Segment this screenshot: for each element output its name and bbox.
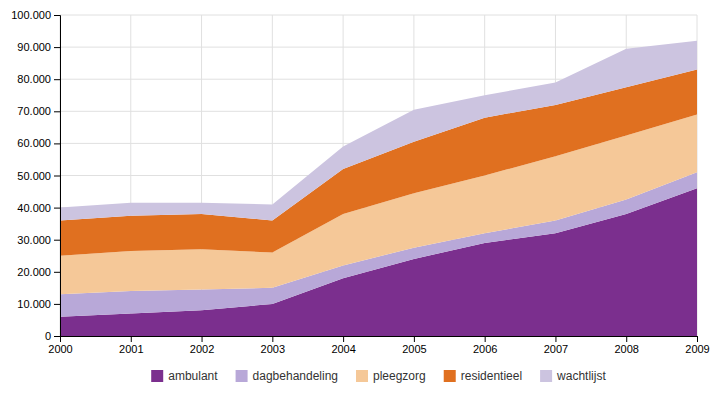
y-tick-label: 50.000	[17, 170, 51, 182]
x-tick: 2003	[261, 336, 285, 355]
x-tick-mark	[343, 336, 344, 342]
chart-svg: 2000 2001 2002 2003 2004 2005 2006 2007 2008 2009…	[0, 0, 722, 398]
y-axis: 0 10.000 20.000 30.000 40.000 50.000 60.000 70.…	[11, 9, 60, 342]
y-tick-label: 20.000	[17, 266, 51, 278]
y-tick-mark	[54, 79, 60, 80]
y-tick-label: 80.000	[17, 73, 51, 85]
x-tick: 2007	[544, 336, 568, 355]
x-tick-label: 2006	[473, 343, 497, 355]
x-tick-mark	[555, 336, 556, 342]
chart-container: 2000 2001 2002 2003 2004 2005 2006 2007 2008 2009…	[0, 0, 722, 398]
y-tick-mark	[54, 272, 60, 273]
legend-item: wachtlijst	[540, 369, 606, 383]
y-tick-label: 100.000	[11, 9, 51, 21]
x-tick-mark	[414, 336, 415, 342]
x-tick: 2002	[190, 336, 214, 355]
legend-item: dagbehandeling	[236, 369, 338, 383]
y-tick-mark	[54, 47, 60, 48]
grid-line-y	[60, 47, 697, 48]
legend-label: pleegzorg	[373, 369, 426, 383]
legend-swatch	[151, 370, 163, 382]
y-tick-label: 60.000	[17, 137, 51, 149]
legend-swatch	[236, 370, 248, 382]
grid	[60, 15, 697, 336]
y-tick-mark	[54, 111, 60, 112]
x-tick-mark	[626, 336, 627, 342]
axis-line	[54, 16, 61, 337]
x-tick-label: 2004	[331, 343, 355, 355]
x-tick-mark	[485, 336, 486, 342]
x-tick: 2006	[473, 336, 497, 355]
y-tick: 30.000	[17, 234, 60, 246]
y-tick: 100.000	[11, 9, 60, 21]
y-tick-mark	[54, 336, 60, 337]
y-tick: 10.000	[17, 298, 60, 310]
y-tick-mark	[54, 143, 60, 144]
axis-line	[61, 337, 698, 343]
x-tick-mark	[131, 336, 132, 342]
x-tick-label: 2007	[544, 343, 568, 355]
legend-swatch	[444, 370, 456, 382]
y-tick-label: 30.000	[17, 234, 51, 246]
y-tick-mark	[54, 176, 60, 177]
areas	[60, 41, 697, 336]
legend-label: ambulant	[168, 369, 218, 383]
y-tick: 60.000	[17, 137, 60, 149]
y-tick: 50.000	[17, 170, 60, 182]
legend-swatch	[356, 370, 368, 382]
x-tick-mark	[697, 336, 698, 342]
y-tick: 20.000	[17, 266, 60, 278]
x-tick-label: 2005	[402, 343, 426, 355]
x-tick: 2004	[331, 336, 355, 355]
x-tick: 2001	[119, 336, 143, 355]
legend-label: residentieel	[461, 369, 522, 383]
x-tick-label: 2000	[48, 343, 72, 355]
x-tick: 2009	[685, 336, 709, 355]
y-tick: 40.000	[17, 202, 60, 214]
legend-item: ambulant	[151, 369, 218, 383]
area	[60, 41, 697, 221]
y-tick-label: 90.000	[17, 41, 51, 53]
legend: ambulant dagbehandeling pleegzorg residenti…	[151, 369, 606, 383]
plot: 2000 2001 2002 2003 2004 2005 2006 2007 2008 2009…	[11, 9, 710, 355]
y-tick: 90.000	[17, 41, 60, 53]
area	[60, 70, 697, 256]
y-tick: 0	[45, 330, 60, 342]
legend-swatch	[540, 370, 552, 382]
legend-item: residentieel	[444, 369, 522, 383]
x-tick: 2005	[402, 336, 426, 355]
y-tick: 70.000	[17, 105, 60, 117]
x-tick-label: 2002	[190, 343, 214, 355]
legend-label: wachtlijst	[556, 369, 606, 383]
y-tick-mark	[54, 15, 60, 16]
y-tick-mark	[54, 208, 60, 209]
y-tick-mark	[54, 304, 60, 305]
y-tick-label: 40.000	[17, 202, 51, 214]
x-tick-label: 2009	[685, 343, 709, 355]
y-tick-label: 0	[45, 330, 51, 342]
x-tick-label: 2001	[119, 343, 143, 355]
x-axis: 2000 2001 2002 2003 2004 2005 2006 2007 2008 2009	[48, 336, 709, 355]
legend-item: pleegzorg	[356, 369, 426, 383]
y-tick: 80.000	[17, 73, 60, 85]
x-tick-label: 2008	[614, 343, 638, 355]
x-tick-label: 2003	[261, 343, 285, 355]
y-tick-label: 10.000	[17, 298, 51, 310]
grid-line-y	[60, 15, 697, 16]
legend-label: dagbehandeling	[253, 369, 338, 383]
x-tick: 2000	[48, 336, 72, 355]
y-tick-label: 70.000	[17, 105, 51, 117]
x-tick-mark	[272, 336, 273, 342]
x-tick: 2008	[614, 336, 638, 355]
x-tick-mark	[202, 336, 203, 342]
y-tick-mark	[54, 240, 60, 241]
